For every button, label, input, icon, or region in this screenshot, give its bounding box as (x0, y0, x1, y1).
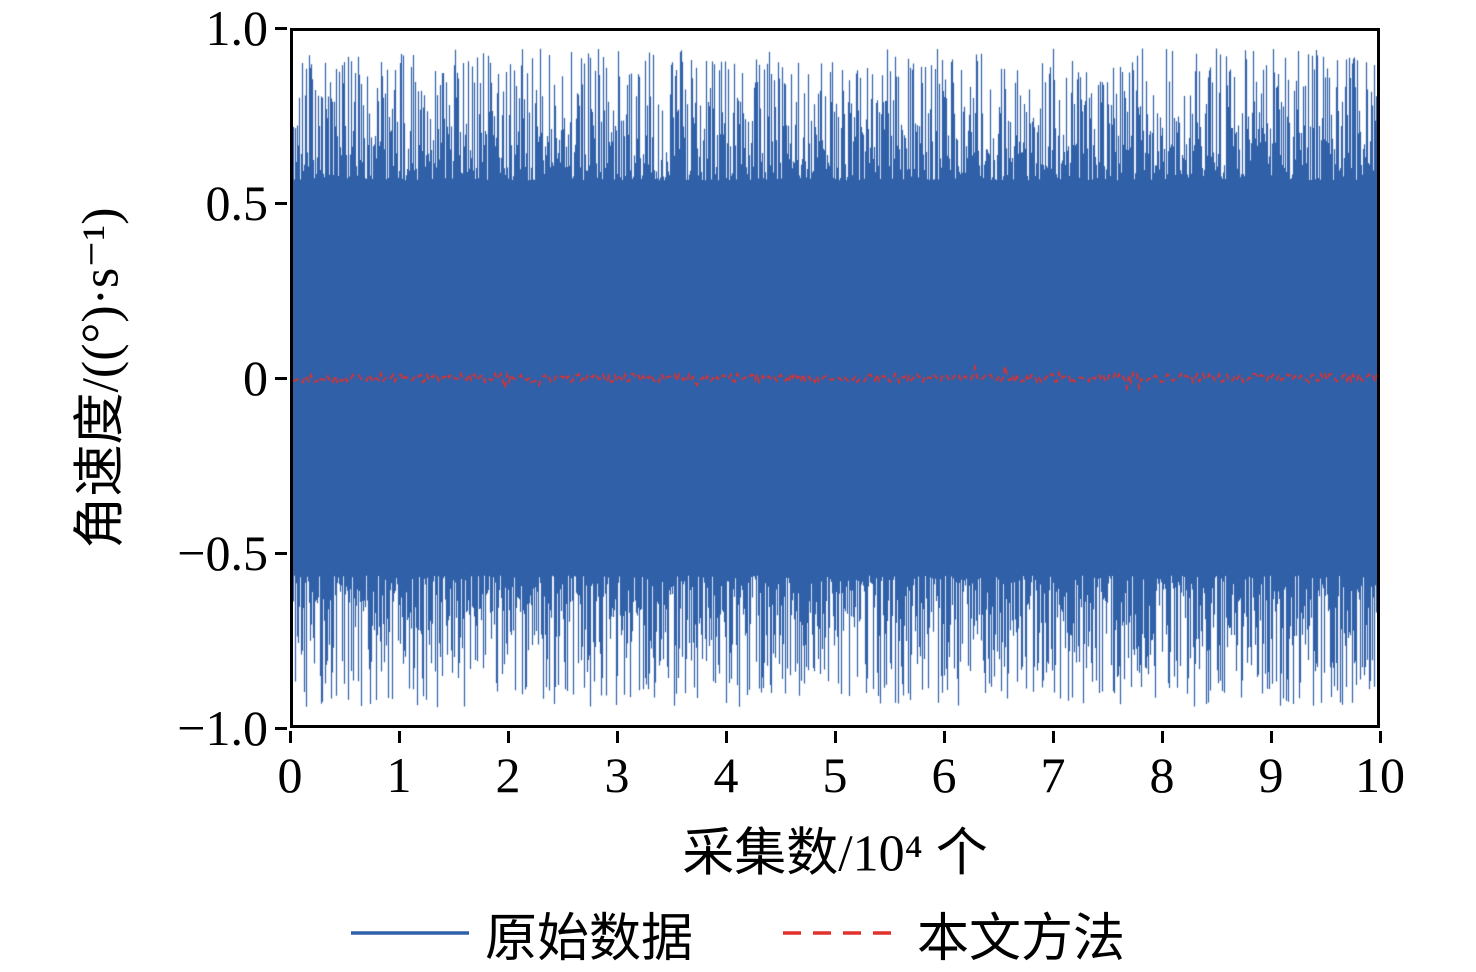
x-tick-label: 0 (277, 747, 303, 803)
x-tick-label: 1 (386, 747, 412, 803)
x-tick-label: 6 (931, 747, 957, 803)
x-tick-mark (1160, 731, 1164, 743)
y-tick-label: 1.0 (205, 0, 269, 56)
x-tick-label: 7 (1040, 747, 1066, 803)
legend-item-method: 本文方法 (783, 896, 1125, 971)
y-tick-mark (275, 726, 287, 730)
x-tick-label: 4 (713, 747, 739, 803)
y-tick-mark (275, 26, 287, 30)
x-tick-mark (506, 731, 510, 743)
solid-line-swatch-icon (350, 931, 469, 935)
noise-plot-canvas (293, 31, 1377, 725)
legend-label-raw-data: 原始数据 (484, 910, 693, 968)
x-tick-mark (288, 731, 292, 743)
x-tick-mark (1051, 731, 1055, 743)
x-tick-mark (942, 731, 946, 743)
y-tick-label: −0.5 (177, 525, 268, 581)
x-tick-mark (833, 731, 837, 743)
x-tick-label: 9 (1258, 747, 1284, 803)
y-tick-mark (275, 551, 287, 555)
dashed-line-swatch-icon (783, 931, 901, 935)
x-tick-label: 5 (822, 747, 848, 803)
x-tick-mark (1378, 731, 1382, 743)
y-tick-label: 0.5 (205, 175, 269, 231)
legend-label-method: 本文方法 (917, 910, 1126, 968)
y-tick-mark (275, 376, 287, 380)
legend: 原始数据 本文方法 (0, 900, 1476, 968)
legend-item-raw-data: 原始数据 (350, 896, 693, 971)
x-tick-mark (615, 731, 619, 743)
x-tick-label: 8 (1149, 747, 1175, 803)
x-tick-mark (1269, 731, 1273, 743)
x-tick-mark (397, 731, 401, 743)
x-tick-label: 10 (1355, 747, 1405, 803)
x-tick-label: 3 (604, 747, 630, 803)
y-tick-label: −1.0 (177, 700, 268, 756)
y-tick-mark (275, 201, 287, 205)
x-tick-mark (724, 731, 728, 743)
plot-area (290, 28, 1380, 728)
x-axis-title: 采集数/10⁴ 个 (682, 825, 988, 883)
y-tick-label: 0 (243, 350, 268, 406)
x-tick-label: 2 (495, 747, 521, 803)
